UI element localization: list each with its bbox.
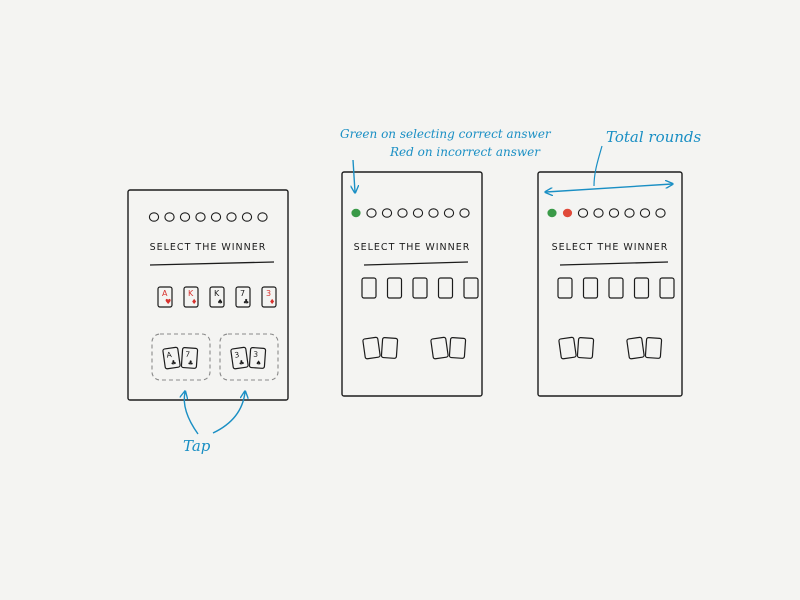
hand-card: 3♣ [230, 346, 249, 370]
hand-card [576, 337, 595, 359]
round-dot-correct [351, 208, 361, 218]
round-dot-empty [381, 208, 393, 218]
feedback-note-line2: Red on incorrect answer [390, 145, 540, 159]
board-card[interactable] [582, 277, 599, 299]
board-card[interactable]: K♦ [183, 286, 199, 308]
round-dot-empty [210, 212, 222, 222]
tap-arrow-right [212, 392, 245, 434]
card-rank: K [188, 289, 194, 298]
title-divider [559, 261, 669, 266]
board-card[interactable]: 3♦ [261, 286, 277, 308]
board-card[interactable] [361, 277, 377, 299]
total-rounds-leader-line [593, 145, 603, 187]
board-card[interactable] [437, 277, 454, 299]
round-dot-empty [179, 212, 191, 222]
round-dot-empty [459, 208, 470, 218]
card-rank: A [166, 350, 173, 360]
board-card[interactable] [659, 277, 675, 299]
board-card[interactable]: A♥ [157, 286, 173, 308]
hand-card [644, 337, 663, 359]
round-dot-empty [608, 208, 620, 218]
hand-card [558, 336, 577, 360]
hand-option-1[interactable] [362, 336, 399, 360]
screen-title: SELECT THE WINNER [150, 242, 267, 253]
hand-card [448, 337, 467, 359]
round-dot-empty [366, 208, 377, 218]
board-card[interactable] [463, 277, 479, 299]
round-dot-empty [148, 212, 160, 222]
hand-option-1[interactable]: A♣7♣ [151, 333, 211, 381]
hand-option-2[interactable] [430, 336, 467, 360]
hand-option-2[interactable] [626, 336, 663, 360]
card-rank: 3 [266, 289, 271, 298]
card-rank: 3 [234, 350, 240, 360]
round-dot-empty [226, 212, 237, 222]
round-dot-empty [257, 212, 268, 222]
card-suit: ♠ [255, 359, 261, 367]
card-rank: 7 [185, 350, 191, 359]
card-suit: ♣ [243, 298, 249, 306]
round-dot-empty [443, 208, 455, 218]
round-dot-empty [655, 208, 666, 218]
round-dot-empty [397, 208, 408, 218]
round-dot-empty [624, 208, 635, 218]
phone-frame [127, 189, 289, 401]
board-card[interactable]: K♠ [209, 286, 225, 308]
card-suit: ♦ [191, 298, 197, 306]
round-dot-empty [577, 208, 589, 218]
title-divider [149, 261, 275, 266]
round-dot-empty [639, 208, 651, 218]
hand-card: 7♣ [180, 347, 199, 369]
screen-2: SELECT THE WINNER [341, 171, 483, 397]
card-suit: ♠ [217, 298, 223, 306]
round-dot-incorrect [562, 208, 573, 218]
round-dot-empty [412, 208, 424, 218]
round-dot-correct [547, 208, 557, 218]
card-suit: ♦ [269, 298, 275, 306]
round-dot-empty [195, 212, 206, 222]
card-rank: 3 [253, 350, 259, 359]
board-card[interactable] [608, 277, 624, 299]
round-dot-empty [593, 208, 604, 218]
card-suit: ♣ [238, 358, 245, 367]
hand-card [380, 337, 399, 359]
board-card[interactable]: 7♣ [235, 286, 251, 308]
total-rounds-double-arrow [546, 184, 672, 192]
board-card[interactable] [412, 277, 428, 299]
card-suit: ♣ [187, 359, 194, 367]
hand-card [362, 336, 381, 360]
screen-title: SELECT THE WINNER [552, 242, 669, 253]
title-divider [363, 261, 469, 266]
board-card[interactable] [386, 277, 403, 299]
round-dot-empty [428, 208, 439, 218]
hand-selection-box[interactable] [219, 333, 279, 381]
card-suit: ♣ [170, 358, 177, 367]
screen-3: SELECT THE WINNER [537, 171, 683, 397]
round-dot-empty [241, 212, 253, 222]
tap-note: Tap [183, 437, 211, 455]
hand-card [430, 336, 449, 360]
feedback-arrow [353, 159, 355, 192]
tap-arrow-left [184, 392, 199, 435]
hand-option-2[interactable]: 3♣3♠ [219, 333, 279, 381]
board-card[interactable] [633, 277, 650, 299]
card-suit: ♥ [165, 298, 171, 306]
card-rank: K [214, 289, 220, 298]
total-rounds-note: Total rounds [606, 128, 702, 146]
card-rank: 7 [240, 289, 245, 298]
board-card[interactable] [557, 277, 573, 299]
card-rank: A [162, 289, 168, 298]
hand-card: 3♠ [248, 347, 267, 369]
hand-selection-box[interactable] [151, 333, 211, 381]
round-dot-empty [164, 212, 175, 222]
screen-title: SELECT THE WINNER [354, 242, 471, 253]
feedback-note-line1: Green on selecting correct answer [340, 127, 551, 141]
hand-card [626, 336, 645, 360]
hand-option-1[interactable] [558, 336, 595, 360]
phone-frame [341, 171, 483, 397]
hand-card: A♣ [162, 346, 181, 370]
phone-frame [537, 171, 683, 397]
